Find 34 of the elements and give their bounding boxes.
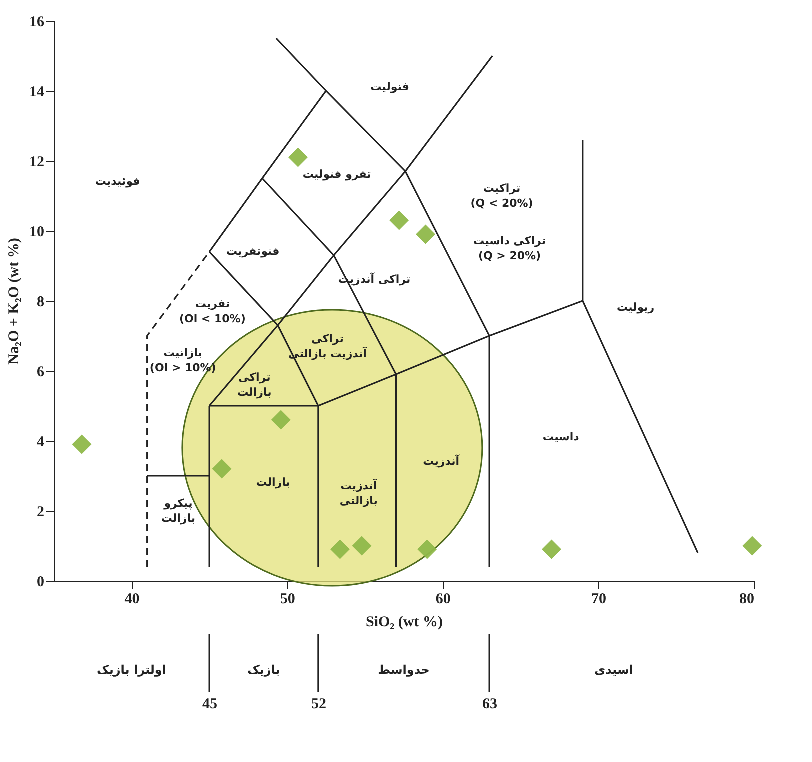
text: بازیک [248, 663, 280, 677]
text: اولترا بازیک [97, 663, 167, 677]
annotation: تفرو فنولیت [302, 168, 372, 181]
annotation: فنولیت [370, 80, 410, 94]
x-tick-label: 70 [591, 592, 606, 608]
x-axis-title: SiO₂ (wt %) [366, 614, 443, 630]
y-tick-label: 2 [37, 504, 44, 520]
annotation: داسیت [542, 430, 580, 444]
y-tick-label: 12 [30, 154, 44, 170]
y-tick-label: 8 [37, 294, 44, 310]
x2-tick-label: 63 [482, 696, 498, 712]
y-tick-label: 0 [37, 574, 44, 590]
annotation: پیکرو بازالت [161, 497, 196, 525]
y-tick-label: 16 [30, 14, 45, 30]
y-tick-label: 10 [30, 224, 44, 240]
y-tick-label: 6 [37, 364, 45, 380]
y-tick-label: 14 [30, 84, 45, 100]
annotation: آندزیت بازالتی [340, 478, 378, 508]
annotation: تراکی بازالت [238, 371, 272, 399]
text: حدواسط [378, 663, 430, 677]
x-tick-label: 60 [436, 592, 451, 608]
annotation: ریولیت [616, 301, 655, 314]
x-tick-label: 50 [280, 592, 296, 608]
x-tick-label: 40 [124, 592, 140, 608]
x2-tick-label: 52 [311, 696, 326, 712]
annotation: فوئیدیت [95, 175, 140, 188]
annotation: بازالت [256, 476, 290, 489]
x-tick-label: 80 [740, 592, 754, 608]
y-axis-title: Na₂O + K₂O (wt %) [6, 238, 22, 365]
annotation: آندزیت [423, 454, 460, 468]
annotation: فنوتفریت [226, 245, 280, 258]
x2-tick-label: 45 [202, 696, 218, 712]
y-tick-label: 4 [37, 434, 45, 450]
text: اسیدی [594, 663, 634, 677]
